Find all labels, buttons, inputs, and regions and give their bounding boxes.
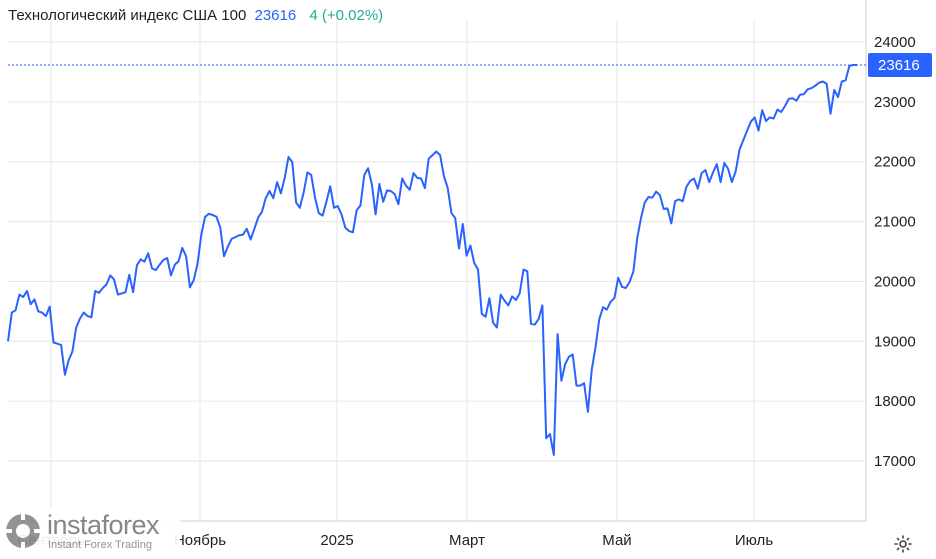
instrument-name: Технологический индекс США 100 (8, 7, 247, 24)
watermark-subtitle: Instant Forex Trading (48, 539, 152, 551)
y-axis: 17000 18000 19000 20000 21000 22000 23000 24000 (874, 34, 916, 470)
price-series-line (7, 64, 857, 456)
last-price: 23616 (254, 7, 297, 24)
y-tick-label: 18000 (874, 393, 916, 410)
y-tick-label: 22000 (874, 154, 916, 171)
last-price-badge (868, 52, 932, 77)
settings-button[interactable] (893, 534, 913, 559)
x-tick-label: Ноябрь (174, 532, 226, 549)
y-tick-label: 17000 (874, 453, 916, 470)
y-tick-label: 21000 (874, 214, 916, 231)
y-tick-label: 24000 (874, 34, 916, 51)
gear-icon (894, 535, 912, 553)
y-tick-label: 23000 (874, 94, 916, 111)
x-tick-label: 2025 (320, 532, 353, 549)
grid-lines (0, 0, 867, 522)
x-tick-label: Май (602, 532, 631, 549)
y-tick-label: 20000 (874, 273, 916, 290)
chart-header: Технологический индекс США 100 23616 4 (… (8, 7, 383, 24)
watermark: instaforex Instant Forex Trading (0, 508, 180, 555)
instaforex-logo-icon (5, 513, 41, 549)
last-price-badge-label: 23616 (878, 57, 920, 74)
x-tick-label: Июль (735, 532, 773, 549)
price-change: 4 (+0.02%) (309, 7, 384, 24)
watermark-brand: instaforex (47, 510, 160, 540)
x-tick-label: Март (449, 532, 485, 549)
y-tick-label: 19000 (874, 333, 916, 350)
